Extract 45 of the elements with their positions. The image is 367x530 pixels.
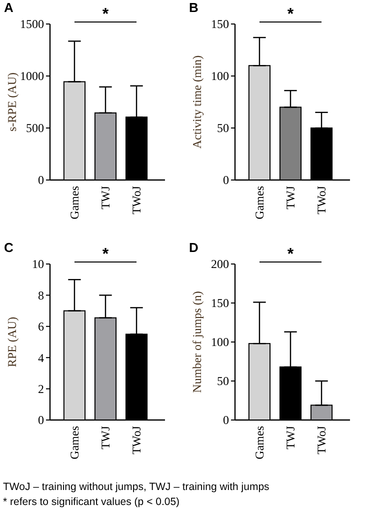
x-tick-label: TWJ <box>98 186 113 210</box>
text: * <box>287 246 294 263</box>
x-tick-label: Games <box>68 426 82 460</box>
y-tick-label: 1500 <box>20 17 44 32</box>
y-tick-label: 0 <box>223 173 229 188</box>
y-axis-title: Activity time (min) <box>190 55 204 149</box>
y-tick-label: 50 <box>217 121 229 136</box>
y-tick-label: 4 <box>38 350 44 365</box>
x-tick-label: TWoJ <box>314 426 329 454</box>
y-tick-label: 200 <box>211 257 229 272</box>
chart-title: B <box>189 0 198 15</box>
y-tick-label: 1000 <box>20 69 44 84</box>
y-tick-label: 100 <box>211 335 229 350</box>
x-tick-label: Games <box>252 186 267 220</box>
x-tick-label: TWJ <box>98 426 113 450</box>
y-tick-label: 0 <box>38 173 44 188</box>
x-tick-label: Games <box>68 186 82 220</box>
chart-title: C <box>4 240 14 255</box>
text: * refers to significant values (p < 0.05) <box>3 496 180 508</box>
chart-title: D <box>189 240 198 255</box>
y-tick-label: 6 <box>38 320 44 334</box>
text: * <box>287 6 294 23</box>
text: TWoJ – training without jumps, TWJ – training with jumps <box>3 481 270 493</box>
x-tick-label: TWoJ <box>130 186 144 214</box>
y-tick-label: 8 <box>38 288 44 302</box>
x-tick-label: TWoJ <box>130 426 144 454</box>
chart-title: A <box>4 0 14 15</box>
x-tick-label: Games <box>252 426 267 460</box>
y-tick-label: 0 <box>38 413 44 428</box>
y-tick-label: 0 <box>223 413 229 428</box>
y-tick-label: 2 <box>38 382 44 396</box>
y-tick-label: 50 <box>217 374 229 388</box>
y-axis-title: Number of jumps (n) <box>190 291 204 393</box>
y-tick-label: 100 <box>211 69 229 84</box>
text: * <box>102 246 110 263</box>
y-axis-title: RPE (AU) <box>5 316 19 368</box>
text: * <box>102 6 110 23</box>
y-tick-label: 10 <box>32 257 44 272</box>
x-tick-label: TWoJ <box>314 186 329 214</box>
y-tick-label: 150 <box>211 296 229 310</box>
x-tick-label: TWJ <box>284 426 298 450</box>
x-tick-label: TWJ <box>284 186 298 210</box>
y-axis-title: s-RPE (AU) <box>5 72 19 132</box>
y-tick-label: 150 <box>211 17 229 32</box>
y-tick-label: 500 <box>26 121 44 136</box>
